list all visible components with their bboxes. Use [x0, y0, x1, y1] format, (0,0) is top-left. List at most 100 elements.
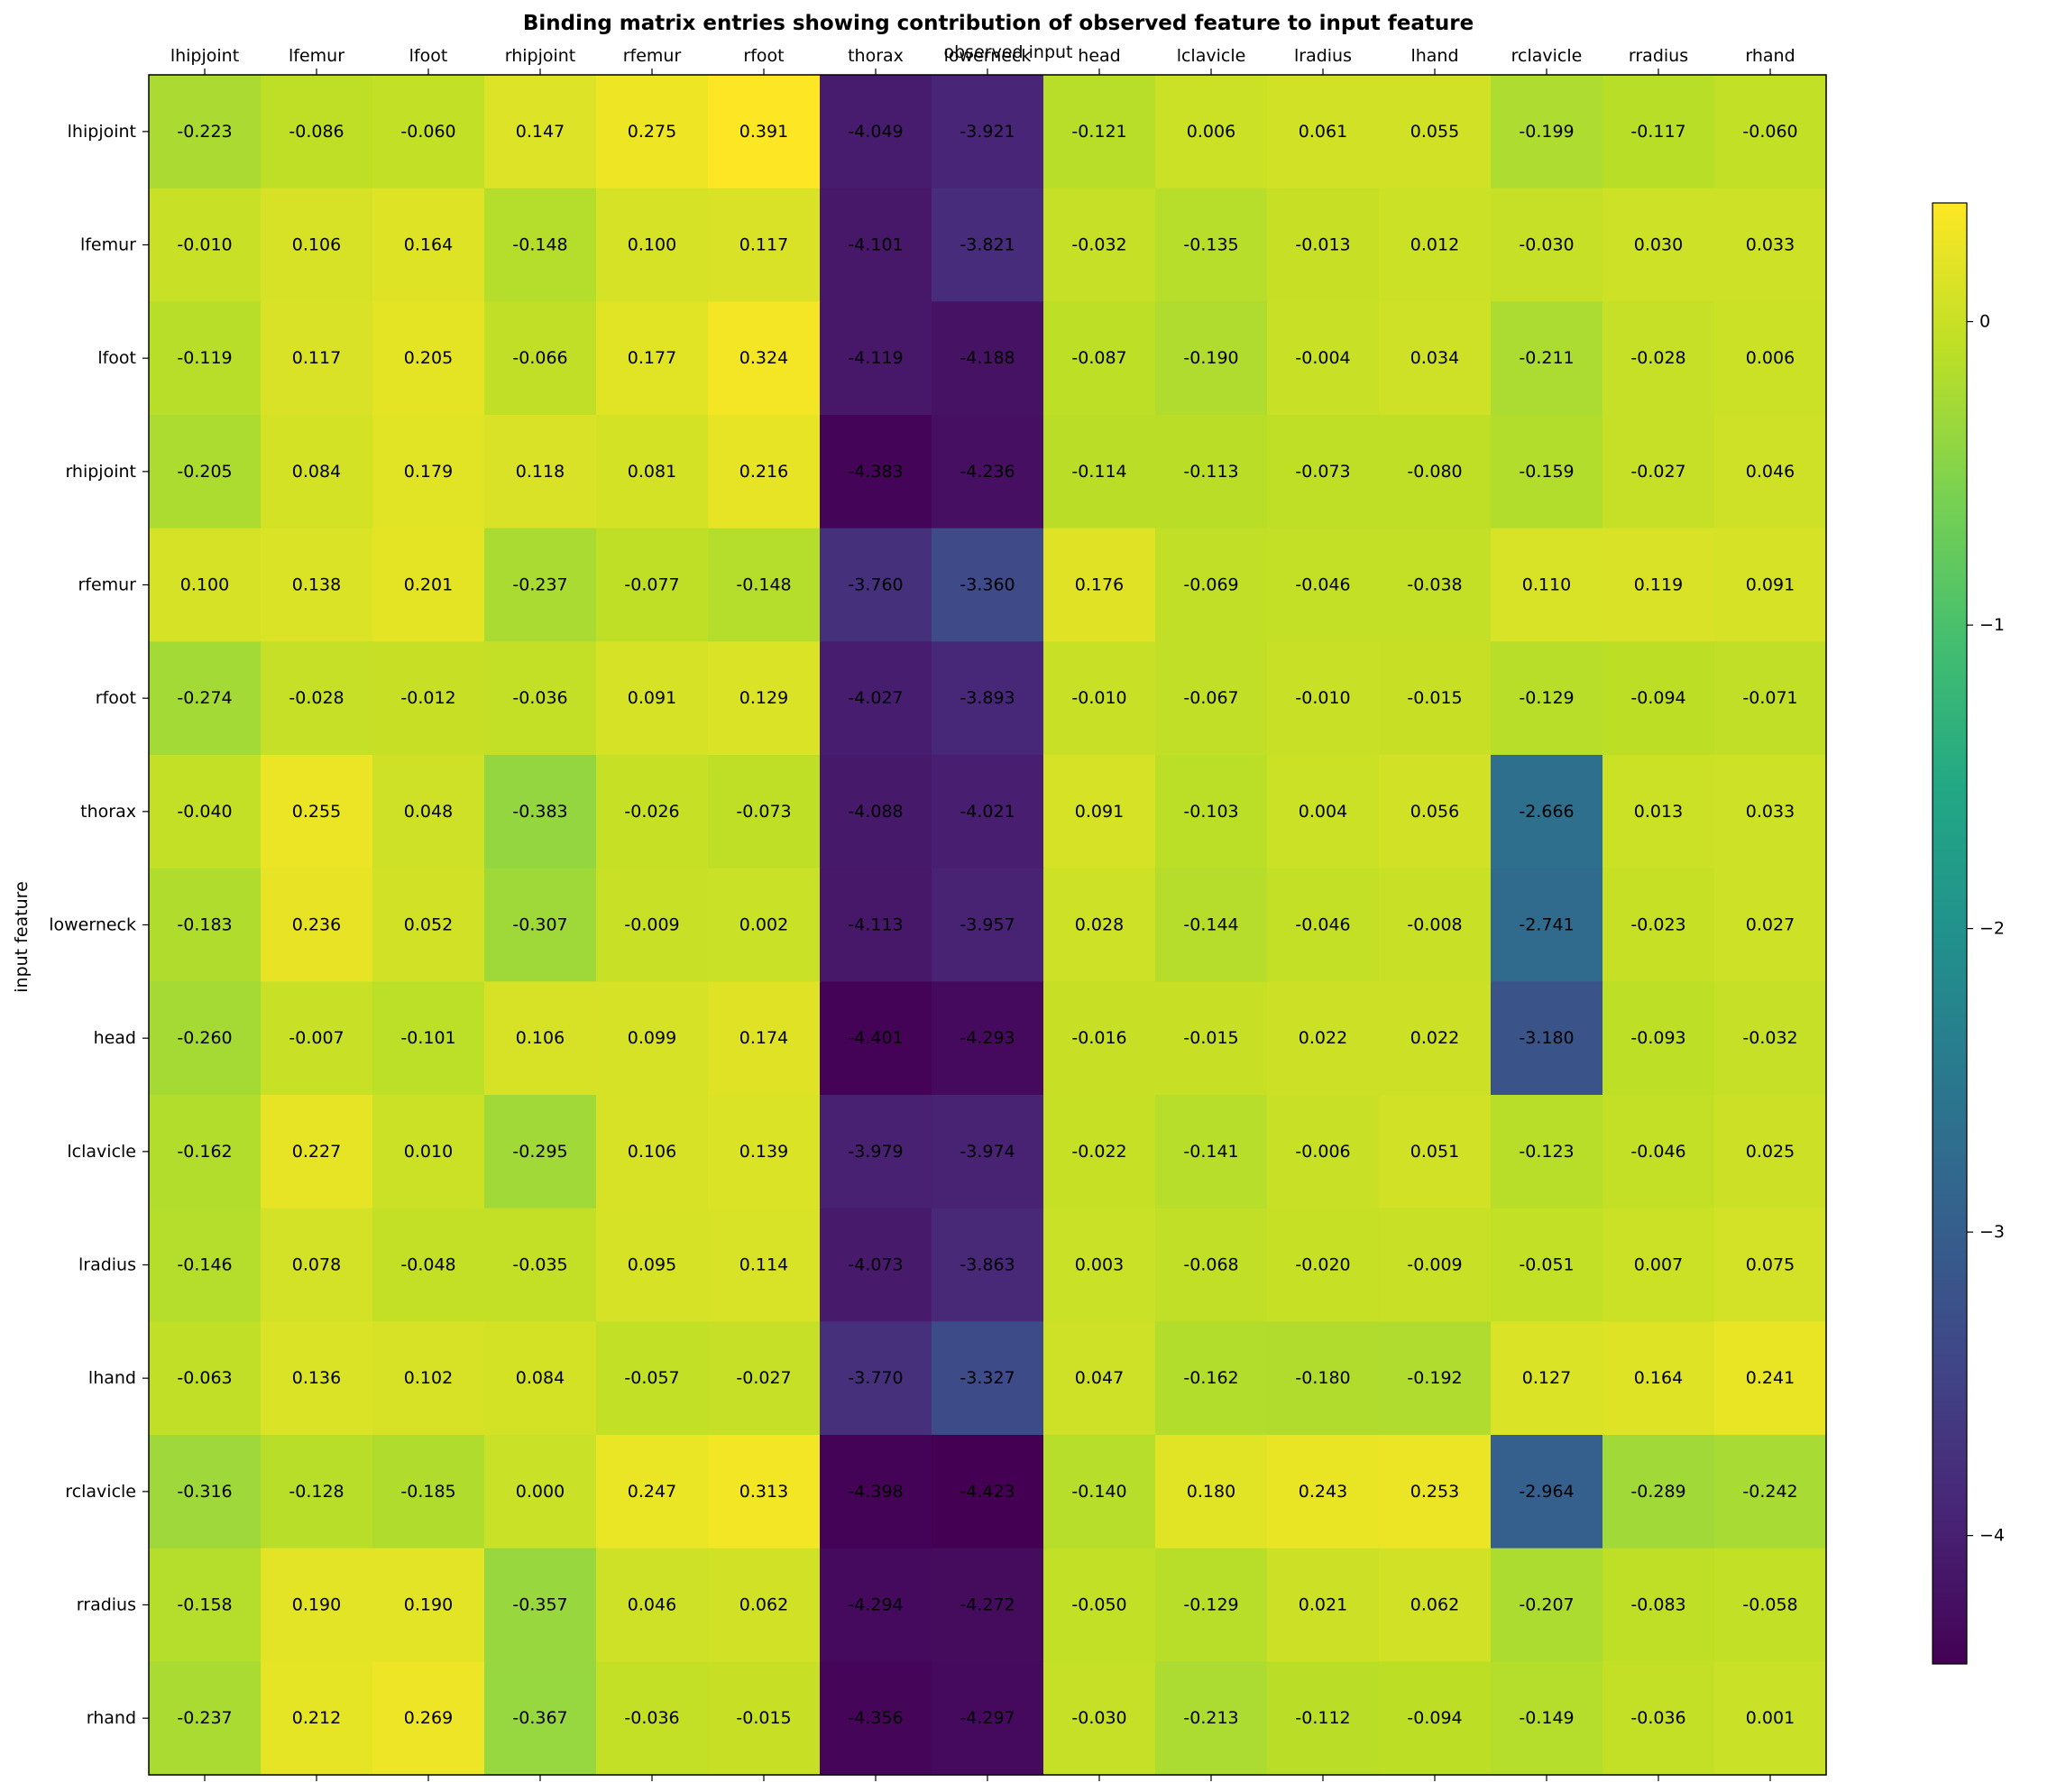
heatmap-cell — [820, 1435, 932, 1549]
heatmap-cell — [261, 75, 373, 189]
heatmap-cell — [1714, 1095, 1827, 1209]
cell-value-label: 0.047 — [1075, 1368, 1124, 1388]
heatmap-cell — [1155, 75, 1268, 189]
cell-value-label: -0.159 — [1519, 462, 1574, 482]
colorbar-tick-label: −1 — [1979, 615, 2005, 635]
cell-value-label: 0.055 — [1410, 122, 1459, 142]
heatmap-cell — [484, 981, 597, 1096]
cell-value-label: -0.148 — [512, 235, 567, 255]
heatmap-cell — [820, 755, 932, 869]
cell-value-label: 0.106 — [516, 1028, 565, 1048]
heatmap-cell — [820, 641, 932, 756]
cell-value-label: 0.062 — [1410, 1595, 1459, 1615]
heatmap-cell — [1602, 301, 1715, 416]
cell-value-label: -0.008 — [1407, 915, 1462, 935]
cell-value-label: 0.048 — [404, 802, 453, 822]
heatmap-cell — [1379, 1321, 1492, 1436]
cell-value-label: -4.356 — [848, 1708, 903, 1728]
cell-value-label: -0.135 — [1183, 235, 1238, 255]
heatmap-cell — [1267, 188, 1380, 302]
cell-value-label: -3.821 — [960, 235, 1015, 255]
heatmap-cell — [596, 301, 709, 416]
heatmap-cell — [484, 1095, 597, 1209]
cell-value-label: -0.027 — [736, 1368, 791, 1388]
heatmap-cell — [149, 75, 262, 189]
cell-value-label: -0.077 — [624, 575, 679, 595]
cell-value-label: 0.190 — [292, 1595, 341, 1615]
cell-value-label: -3.957 — [960, 915, 1015, 935]
heatmap-cell — [1491, 188, 1603, 302]
heatmap-cell — [1714, 641, 1827, 756]
heatmap-cell — [932, 301, 1044, 416]
heatmap-cell — [1602, 641, 1715, 756]
heatmap-cell — [596, 415, 709, 529]
heatmap-cell — [932, 641, 1044, 756]
cell-value-label: 0.099 — [628, 1028, 676, 1048]
heatmap-cell — [932, 868, 1044, 982]
y-tick-label: lradius — [78, 1255, 136, 1275]
cell-value-label: 0.212 — [292, 1708, 341, 1728]
heatmap-cell — [820, 1548, 932, 1662]
cell-value-label: -0.073 — [736, 802, 791, 822]
cell-value-label: 0.033 — [1746, 235, 1795, 255]
cell-value-label: -0.180 — [1295, 1368, 1350, 1388]
x-tick-label: lradius — [1294, 46, 1352, 66]
heatmap-cell — [1491, 868, 1603, 982]
x-axis-label: observed input — [944, 42, 1073, 62]
heatmap-cell — [820, 301, 932, 416]
cell-value-label: -0.094 — [1630, 688, 1685, 708]
heatmap-cell — [1379, 1661, 1492, 1776]
cell-value-label: 0.025 — [1746, 1142, 1795, 1162]
x-axis-ticks: lhipjoint lfemur lfoot rhipjoint rfemur rfoot… — [170, 46, 1795, 1781]
cell-value-label: 0.127 — [1522, 1368, 1571, 1388]
cell-value-label: -0.146 — [177, 1255, 232, 1275]
cell-value-label: -3.760 — [848, 575, 903, 595]
heatmap-cell — [820, 188, 932, 302]
cell-value-label: -0.383 — [512, 802, 567, 822]
heatmap-cell — [1491, 1435, 1603, 1549]
cell-value-label: 0.030 — [1634, 235, 1683, 255]
heatmap-cell — [261, 415, 373, 529]
cell-value-label: 0.129 — [739, 688, 788, 708]
heatmap-cell — [372, 1548, 485, 1662]
cell-value-label: 0.174 — [739, 1028, 788, 1048]
heatmap-cell — [708, 1435, 821, 1549]
cell-value-label: -0.013 — [1295, 235, 1350, 255]
heatmap-cell — [261, 1321, 373, 1436]
heatmap-cell — [596, 868, 709, 982]
heatmap-cell — [1714, 1548, 1827, 1662]
heatmap-cell — [149, 1435, 262, 1549]
cell-value-label: 0.056 — [1410, 802, 1459, 822]
cell-value-label: 0.021 — [1299, 1595, 1347, 1615]
heatmap-cell — [372, 415, 485, 529]
heatmap-cell — [149, 868, 262, 982]
heatmap-cell — [1155, 1095, 1268, 1209]
heatmap-cell — [149, 1548, 262, 1662]
heatmap-cell — [1491, 755, 1603, 869]
heatmap-cell — [261, 1661, 373, 1776]
heatmap-cell — [1714, 188, 1827, 302]
heatmap-cell — [372, 981, 485, 1096]
heatmap-cell — [1155, 868, 1268, 982]
heatmap-cell — [1267, 868, 1380, 982]
cell-value-label: 0.138 — [292, 575, 341, 595]
heatmap-cell — [1714, 1208, 1827, 1322]
cell-value-label: -4.297 — [960, 1708, 1015, 1728]
cell-value-label: 0.177 — [628, 348, 676, 368]
cell-value-label: -0.068 — [1183, 1255, 1238, 1275]
heatmap-cell — [596, 1548, 709, 1662]
heatmap-cell — [372, 75, 485, 189]
cell-value-label: -0.073 — [1295, 462, 1350, 482]
heatmap-cell — [1491, 301, 1603, 416]
heatmap-cell — [149, 528, 262, 642]
heatmap-cell — [820, 981, 932, 1096]
cell-value-label: 0.106 — [292, 235, 341, 255]
cell-value-label: -4.401 — [848, 1028, 903, 1048]
heatmap-cell — [1379, 528, 1492, 642]
cell-value-label: 0.102 — [404, 1368, 453, 1388]
colorbar-tick-label: −4 — [1979, 1526, 2005, 1546]
heatmap-cell — [372, 1208, 485, 1322]
heatmap-cell — [1714, 1321, 1827, 1436]
heatmap-cell — [596, 1095, 709, 1209]
